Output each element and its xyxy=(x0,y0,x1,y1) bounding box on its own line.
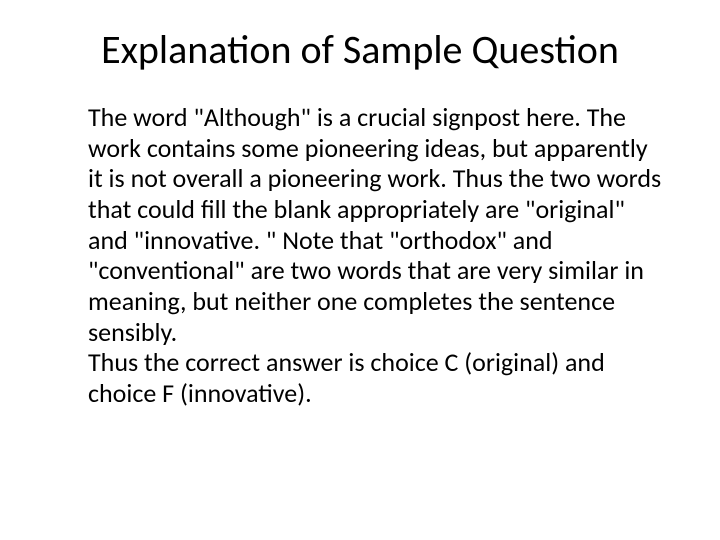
body-paragraph-2: Thus the correct answer is choice C (ori… xyxy=(88,347,666,408)
slide-body: The word "Although" is a crucial signpos… xyxy=(54,102,666,409)
slide-title: Explanation of Sample Question xyxy=(54,28,666,72)
slide-container: Explanation of Sample Question The word … xyxy=(0,0,720,540)
body-paragraph-1: The word "Although" is a crucial signpos… xyxy=(88,102,666,347)
